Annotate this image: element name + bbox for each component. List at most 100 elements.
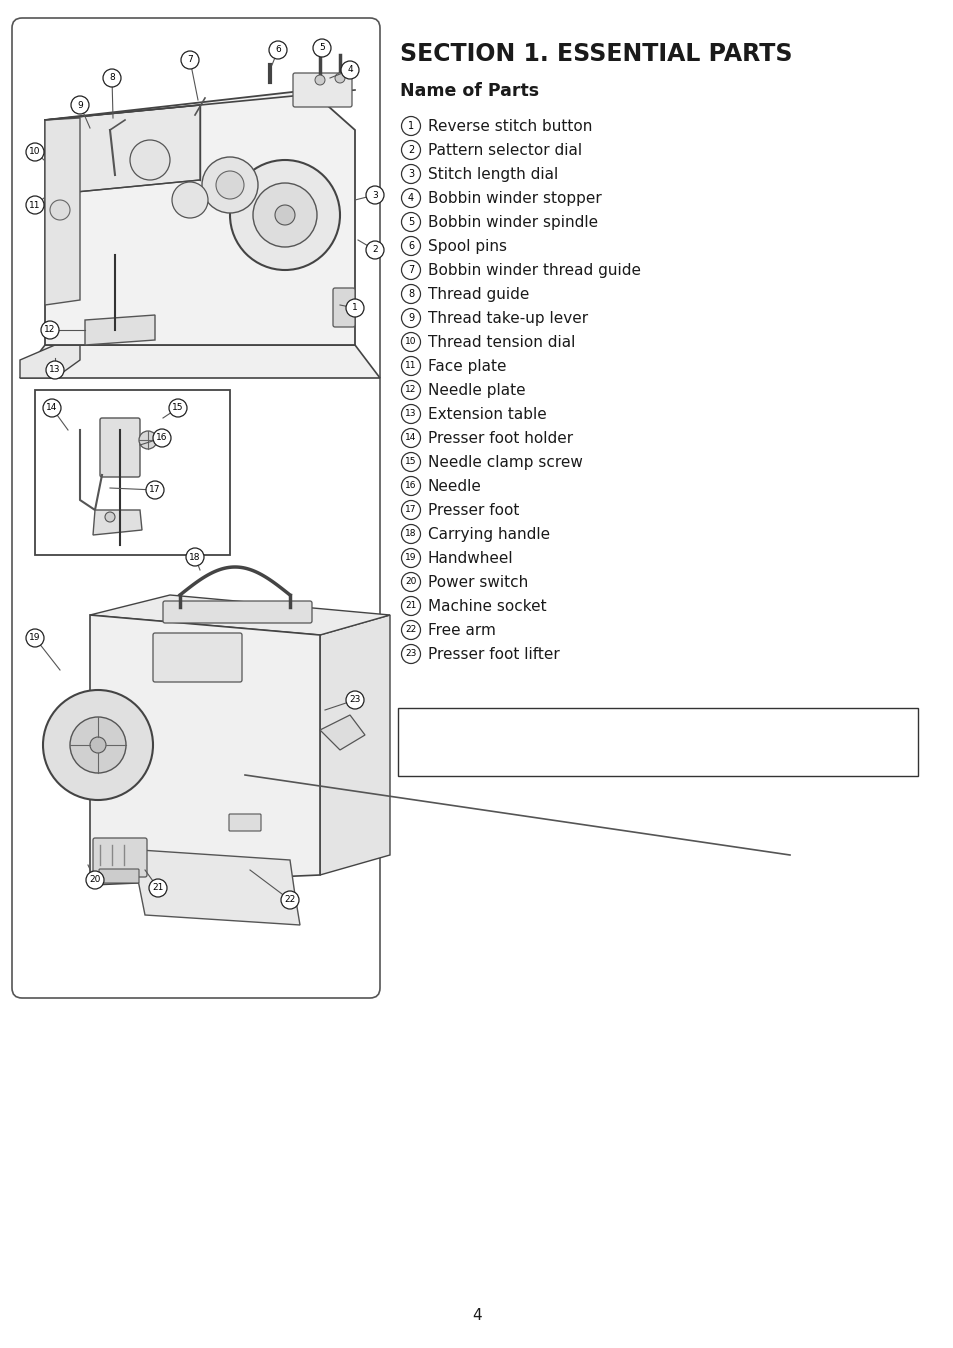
FancyBboxPatch shape xyxy=(163,601,312,623)
Text: Machine socket: Machine socket xyxy=(428,599,546,613)
Text: 12: 12 xyxy=(44,325,55,334)
Circle shape xyxy=(41,321,59,338)
Text: 8: 8 xyxy=(109,74,114,82)
Circle shape xyxy=(366,186,384,204)
Text: Handwheel: Handwheel xyxy=(428,551,513,566)
Polygon shape xyxy=(90,615,319,886)
Circle shape xyxy=(346,692,364,709)
Polygon shape xyxy=(92,510,142,535)
Text: Free arm: Free arm xyxy=(428,623,496,638)
Circle shape xyxy=(401,404,420,423)
Polygon shape xyxy=(85,315,154,345)
FancyBboxPatch shape xyxy=(100,418,140,477)
Circle shape xyxy=(139,431,157,449)
Text: 21: 21 xyxy=(152,883,164,892)
Circle shape xyxy=(86,871,104,888)
Polygon shape xyxy=(90,594,390,635)
Text: Power switch: Power switch xyxy=(428,576,528,590)
FancyBboxPatch shape xyxy=(229,814,261,830)
Text: 13: 13 xyxy=(405,410,416,418)
Polygon shape xyxy=(138,851,299,925)
Text: Bobbin winder spindle: Bobbin winder spindle xyxy=(428,214,598,231)
Text: 19: 19 xyxy=(405,554,416,562)
Text: 3: 3 xyxy=(408,168,414,179)
Text: 17: 17 xyxy=(405,506,416,515)
Circle shape xyxy=(172,182,208,218)
Text: 7: 7 xyxy=(408,266,414,275)
Circle shape xyxy=(401,620,420,639)
Circle shape xyxy=(401,524,420,543)
FancyBboxPatch shape xyxy=(92,838,147,878)
Text: Thread tension dial: Thread tension dial xyxy=(428,336,575,350)
Text: 23: 23 xyxy=(349,696,360,705)
Circle shape xyxy=(401,644,420,663)
Circle shape xyxy=(313,39,331,57)
Text: 13: 13 xyxy=(50,365,61,375)
Text: 2: 2 xyxy=(372,245,377,255)
Text: 5: 5 xyxy=(408,217,414,226)
Circle shape xyxy=(43,399,61,417)
Circle shape xyxy=(46,361,64,379)
Circle shape xyxy=(152,429,171,448)
Text: 17: 17 xyxy=(149,485,161,495)
Text: 23: 23 xyxy=(405,650,416,659)
Circle shape xyxy=(274,205,294,225)
FancyBboxPatch shape xyxy=(99,869,139,883)
Circle shape xyxy=(130,140,170,181)
FancyBboxPatch shape xyxy=(35,390,230,555)
Text: 2: 2 xyxy=(408,146,414,155)
Text: 15: 15 xyxy=(172,403,184,412)
Text: 4: 4 xyxy=(408,193,414,204)
Text: Pattern selector dial: Pattern selector dial xyxy=(428,143,581,158)
Text: 11: 11 xyxy=(405,361,416,371)
Text: 22: 22 xyxy=(405,625,416,635)
Circle shape xyxy=(401,213,420,232)
Circle shape xyxy=(401,549,420,568)
Circle shape xyxy=(202,156,257,213)
Circle shape xyxy=(26,630,44,647)
Text: 4: 4 xyxy=(472,1309,481,1324)
Circle shape xyxy=(401,164,420,183)
Circle shape xyxy=(401,500,420,519)
Text: 1: 1 xyxy=(352,303,357,313)
Circle shape xyxy=(149,879,167,896)
Text: 7: 7 xyxy=(187,55,193,65)
Circle shape xyxy=(26,143,44,160)
Circle shape xyxy=(186,549,204,566)
Circle shape xyxy=(401,309,420,328)
Text: 4: 4 xyxy=(347,66,353,74)
Text: 5: 5 xyxy=(319,43,325,53)
Circle shape xyxy=(215,171,244,200)
Circle shape xyxy=(340,61,358,80)
Text: Carrying handle: Carrying handle xyxy=(428,527,550,542)
FancyBboxPatch shape xyxy=(333,288,355,328)
Text: Needle clamp screw: Needle clamp screw xyxy=(428,456,582,470)
Polygon shape xyxy=(45,90,355,345)
Text: 1: 1 xyxy=(408,121,414,131)
Text: Presser foot lifter: Presser foot lifter xyxy=(428,647,559,662)
Text: Note:: Note: xyxy=(408,720,453,735)
FancyBboxPatch shape xyxy=(293,73,352,106)
Circle shape xyxy=(146,481,164,499)
Circle shape xyxy=(169,399,187,417)
Text: 20: 20 xyxy=(90,875,101,884)
Circle shape xyxy=(26,195,44,214)
Circle shape xyxy=(71,96,89,115)
Circle shape xyxy=(366,241,384,259)
Circle shape xyxy=(335,73,345,84)
Text: Face plate: Face plate xyxy=(428,359,506,373)
Text: 19: 19 xyxy=(30,634,41,643)
Text: 9: 9 xyxy=(408,313,414,324)
Text: Name of Parts: Name of Parts xyxy=(399,82,538,100)
Text: Extension table: Extension table xyxy=(428,407,546,422)
Circle shape xyxy=(401,573,420,592)
Polygon shape xyxy=(45,105,200,195)
Text: 8: 8 xyxy=(408,288,414,299)
Text: Spool pins: Spool pins xyxy=(428,239,506,253)
Circle shape xyxy=(105,512,115,522)
Text: 22: 22 xyxy=(284,895,295,905)
Text: 3: 3 xyxy=(372,190,377,200)
Circle shape xyxy=(281,891,298,909)
Circle shape xyxy=(401,429,420,448)
Circle shape xyxy=(269,40,287,59)
